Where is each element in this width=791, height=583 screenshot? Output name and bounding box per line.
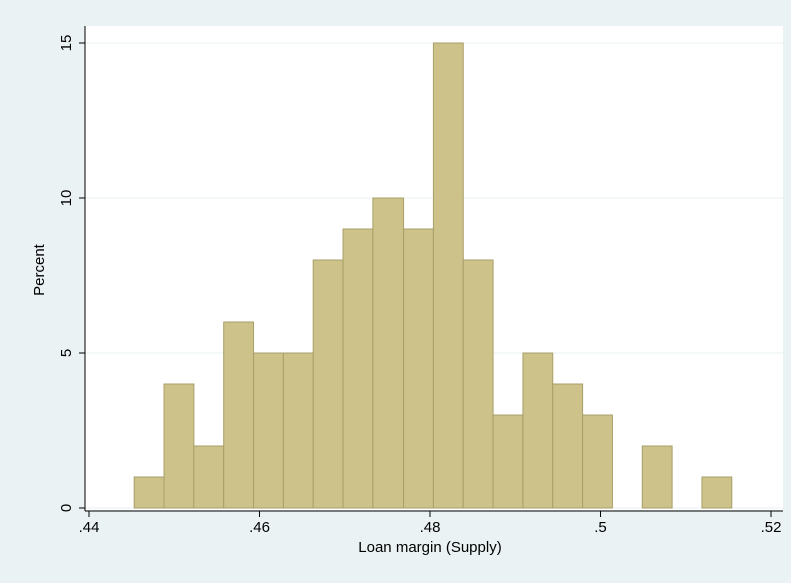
y-axis-label: Percent bbox=[31, 243, 48, 296]
x-tick-label: .48 bbox=[420, 519, 441, 536]
bar bbox=[342, 228, 374, 509]
x-tick-label: .46 bbox=[249, 519, 270, 536]
bar bbox=[253, 352, 284, 509]
bar bbox=[552, 383, 584, 509]
bar bbox=[522, 352, 554, 509]
bar bbox=[193, 445, 225, 509]
bar bbox=[372, 197, 405, 509]
bar bbox=[641, 445, 673, 509]
x-axis-label: Loan margin (Supply) bbox=[358, 539, 501, 556]
bar bbox=[432, 42, 464, 509]
bar bbox=[582, 414, 613, 509]
y-tick-label: 15 bbox=[58, 35, 75, 52]
y-tick-label: 10 bbox=[58, 190, 75, 207]
bar bbox=[403, 228, 434, 509]
bar bbox=[133, 476, 165, 509]
bar bbox=[163, 383, 195, 509]
bar bbox=[282, 352, 314, 509]
bar bbox=[462, 259, 494, 509]
x-tick-label: .52 bbox=[761, 519, 782, 536]
x-tick-label: .44 bbox=[79, 519, 100, 536]
y-tick-label: 0 bbox=[58, 504, 75, 512]
bar bbox=[223, 321, 255, 509]
bar bbox=[312, 259, 344, 509]
y-tick-label: 5 bbox=[58, 349, 75, 357]
bar bbox=[701, 476, 733, 509]
x-tick-label: .5 bbox=[594, 519, 607, 536]
bar bbox=[492, 414, 524, 509]
